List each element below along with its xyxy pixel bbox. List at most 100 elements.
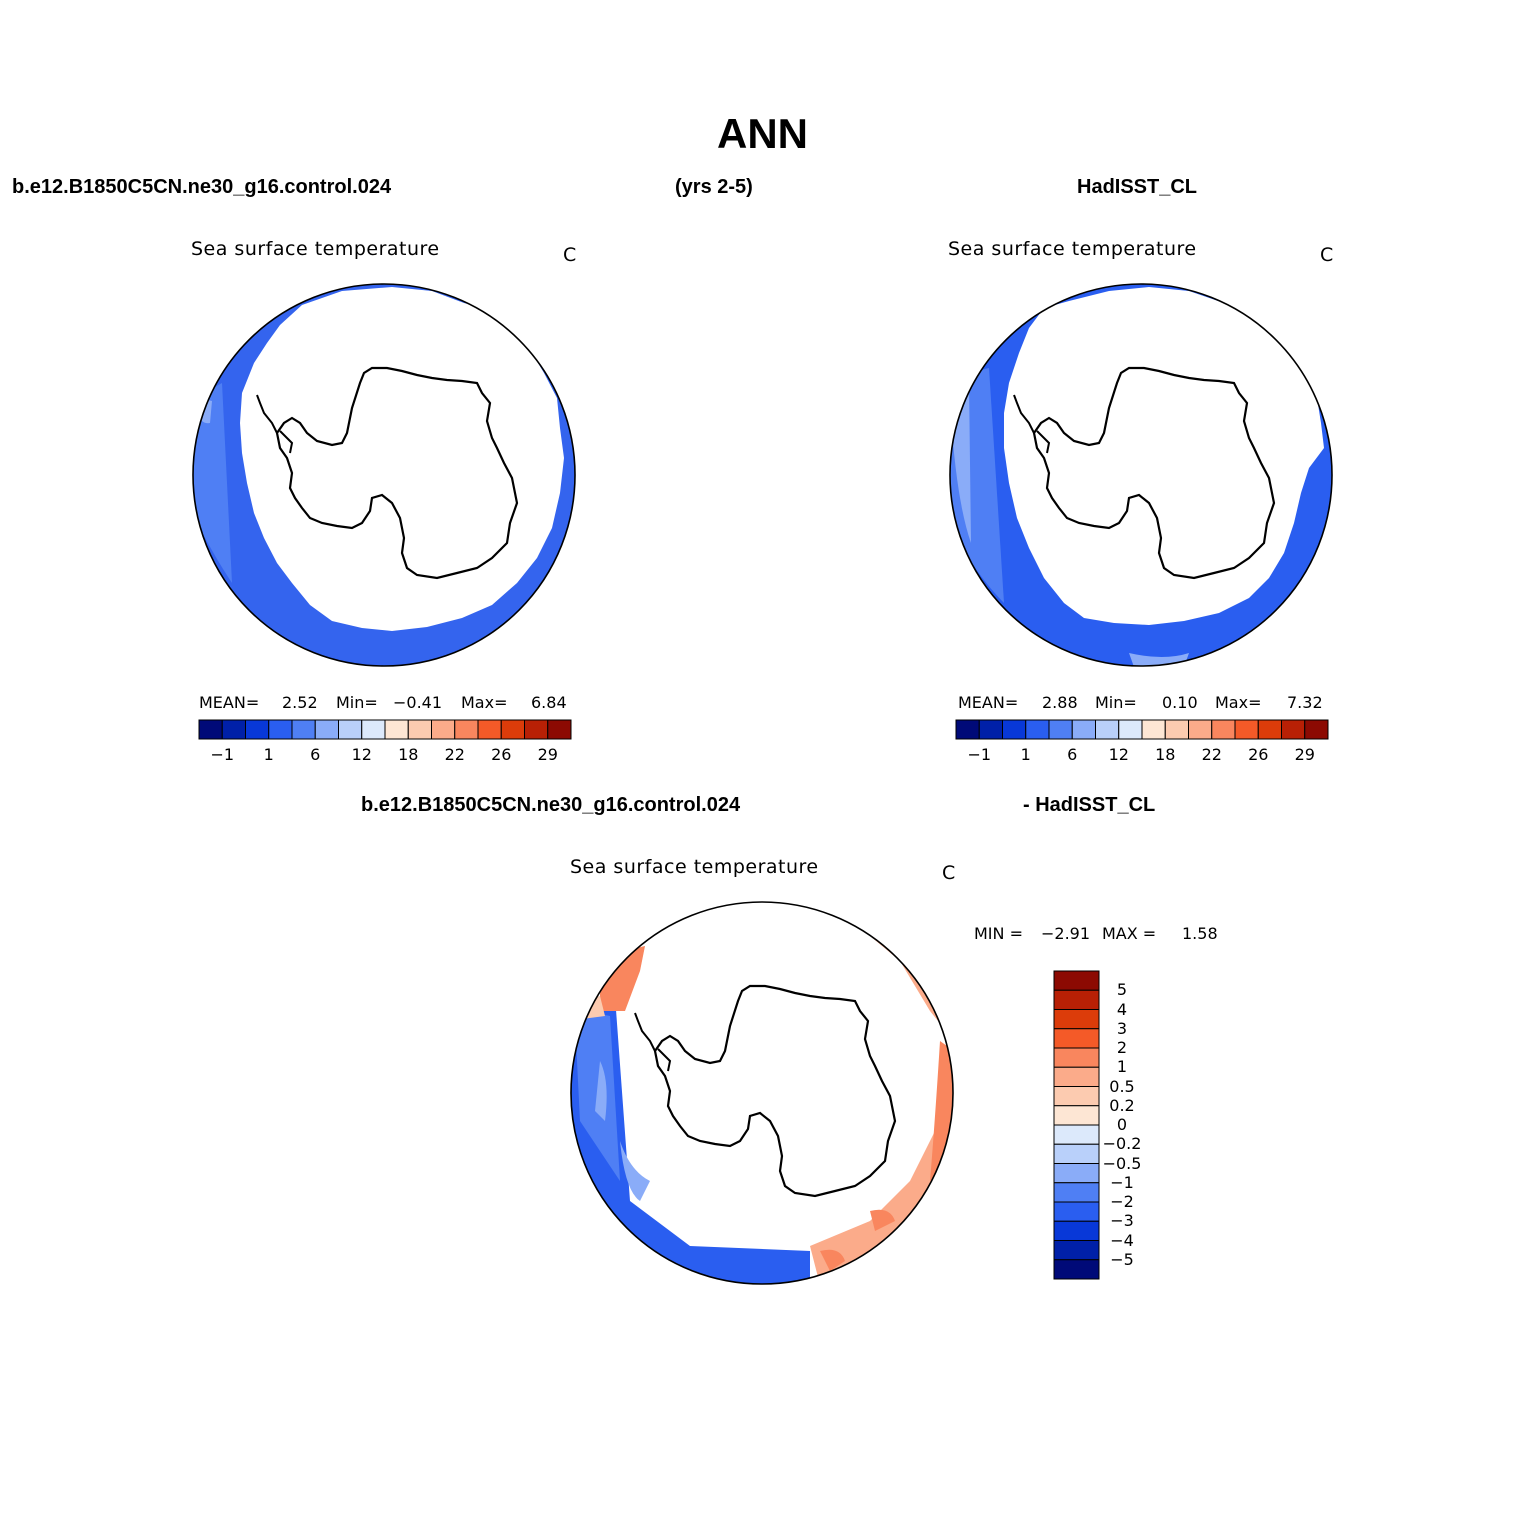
model-min-value: −0.41 [393,693,443,712]
diff-polar-map [570,901,954,1285]
colorbar-box [198,719,223,740]
colorbar-box [1053,1182,1100,1203]
colorbar-box [1141,719,1166,740]
colorbar-box [1053,970,1100,991]
model-max-value: 6.84 [531,693,567,712]
colorbar-box [524,719,549,740]
colorbar-box [1257,719,1282,740]
colorbar-box [1048,719,1073,740]
colorbar-box [547,719,572,740]
colorbar-box [1234,719,1259,740]
colorbar-box [1053,1047,1100,1068]
obs-mean-value: 2.88 [1042,693,1078,712]
obs-min-value: 0.10 [1162,693,1198,712]
colorbar-tick-label: 29 [1294,745,1315,764]
obs-name-header: HadISST_CL [1077,176,1198,198]
model-panel-title: Sea surface temperature [191,238,440,260]
colorbar-tick-label: 4 [1116,999,1128,1019]
colorbar-tick-label: 3 [1116,1018,1128,1038]
colorbar-box [477,719,502,740]
colorbar-box [1053,1124,1100,1145]
colorbar-tick-label: −4 [1110,1230,1134,1250]
map-boundary [570,901,954,1285]
colorbar-tick-label: 18 [1155,745,1176,764]
colorbar-box [1053,1009,1100,1030]
model-max-label: Max= [461,693,508,712]
antarctica-coastline [653,984,897,1198]
obs-max-label: Max= [1215,693,1262,712]
colorbar-tick-label: 1 [1116,1057,1128,1077]
colorbar-box [361,719,386,740]
colorbar-tick-label: 6 [310,745,321,764]
model-panel-unit: C [563,244,577,266]
colorbar-tick-label: −2 [1110,1192,1134,1211]
colorbar-tick-label: −5 [1110,1249,1134,1269]
model-mean-label: MEAN= [199,693,260,712]
colorbar-tick-label: −1 [210,745,235,764]
obs-max-value: 7.32 [1287,693,1323,712]
colorbar-tick-label: 18 [398,745,419,764]
colorbar-box [1053,1201,1100,1222]
colorbar-tick-label: 12 [351,745,372,764]
colorbar-box [978,719,1003,740]
antarctic-peninsula [1013,394,1051,454]
obs-min-label: Min= [1095,693,1137,712]
colorbar-tick-label: 22 [444,745,465,764]
obs-panel-unit: C [1320,244,1334,266]
colorbar-box [1095,719,1120,740]
colorbar-box [1118,719,1143,740]
colorbar-box [500,719,525,740]
colorbar-box [431,719,456,740]
colorbar-box [1164,719,1189,740]
colorbar-tick-label: 26 [491,745,512,764]
diff-panel-unit: C [942,862,956,884]
colorbar-box [1053,1163,1100,1184]
colorbar-box [338,719,363,740]
colorbar-box [268,719,293,740]
colorbar-tick-label: 0 [1116,1115,1128,1134]
antarctic-peninsula [256,394,294,454]
map-boundary [949,283,1333,667]
colorbar-box [1053,1143,1100,1164]
diff-min-label: MIN = [974,924,1023,943]
colorbar-tick-label: 0.2 [1109,1095,1135,1115]
colorbar-tick-label: 1 [1020,745,1031,764]
diff-max-label: MAX = [1102,924,1157,943]
colorbar-box [1053,1220,1100,1241]
colorbar-box [1053,1259,1100,1280]
map-boundary [192,283,576,667]
colorbar-box [291,719,316,740]
diff-panel-title: Sea surface temperature [570,856,819,878]
colorbar-box [1053,1028,1100,1049]
colorbar-tick-label: 0.5 [1109,1076,1135,1096]
colorbar-box [454,719,479,740]
figure-title: ANN [717,110,808,157]
diff-min-value: −2.91 [1041,924,1091,943]
diff-case-header: b.e12.B1850C5CN.ne30_g16.control.024 [361,794,741,816]
colorbar-tick-label: 6 [1067,745,1078,764]
colorbar-box [407,719,432,740]
antarctic-peninsula [634,1012,672,1072]
colorbar-tick-label: 26 [1248,745,1269,764]
antarctica-coastline [275,366,519,580]
colorbar-tick-label: −0.2 [1102,1134,1142,1154]
colorbar-tick-label: −1 [967,745,992,764]
colorbar-tick-label: 5 [1116,980,1128,1000]
colorbar-box [384,719,409,740]
warm-sector [193,383,232,583]
colorbar-tick-label: 1 [263,745,274,764]
diff-obs-header: - HadISST_CL [1023,794,1156,816]
colorbar-tick-label: 2 [1116,1038,1128,1057]
cold-bias-weak [595,1061,650,1201]
colorbar-box [955,719,980,740]
ice-region [1004,287,1324,625]
cold-bias-west [571,996,810,1284]
colorbar-box [1071,719,1096,740]
colorbar-box [314,719,339,740]
colorbar-box [1304,719,1329,740]
obs-colorbar [955,719,1329,740]
colorbar-box [1053,1086,1100,1107]
colorbar-box [1053,1066,1100,1087]
model-min-label: Min= [336,693,378,712]
diff-max-value: 1.58 [1182,924,1218,943]
